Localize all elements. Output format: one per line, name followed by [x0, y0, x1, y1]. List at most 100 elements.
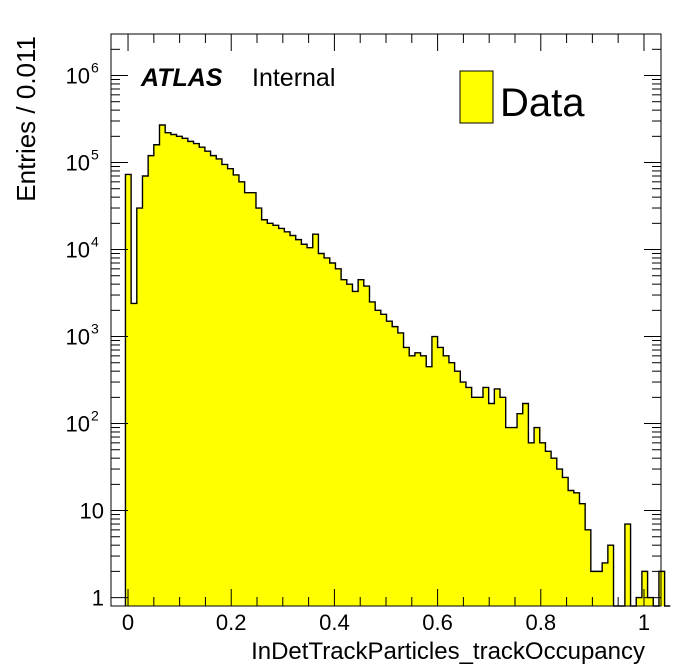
- histogram-bar: [221, 164, 229, 606]
- y-tick-label: 10: [66, 412, 90, 437]
- histogram-bar: [448, 362, 456, 606]
- atlas-label: ATLAS: [140, 64, 223, 92]
- x-tick-label: 0.4: [319, 610, 350, 635]
- y-tick-label: 10: [66, 151, 90, 176]
- x-tick-labels: 0 0.2 0.4 0.6 0.8 1: [122, 610, 650, 635]
- histogram-bar: [352, 291, 359, 606]
- y-tick-label: 10: [66, 238, 90, 263]
- histogram-bar: [528, 442, 535, 606]
- histogram-bar: [403, 347, 410, 606]
- histogram-bar: [204, 151, 211, 606]
- y-tick-label-exponent: 6: [91, 60, 99, 76]
- histogram-bar: [273, 225, 280, 606]
- histogram-outline: [124, 124, 671, 607]
- histogram-bar: [460, 382, 467, 606]
- histogram-bar: [131, 303, 138, 606]
- histogram-bar: [153, 144, 160, 606]
- x-axis-label: InDetTrackParticles_trackOccupancy: [251, 638, 645, 665]
- histogram-bar: [658, 571, 666, 606]
- histogram-bar: [494, 388, 501, 606]
- histogram-bar: [545, 451, 552, 606]
- histogram-bar: [363, 286, 370, 606]
- histogram-bar: [187, 141, 194, 606]
- histogram-bar: [380, 314, 387, 606]
- x-tick-label: 1: [638, 610, 650, 635]
- x-tick-label: 0.6: [422, 610, 453, 635]
- histogram-bar: [585, 529, 592, 606]
- histogram-bar: [607, 545, 614, 606]
- histogram-bar: [522, 403, 529, 606]
- histogram-bar: [278, 228, 285, 606]
- histogram-bar: [443, 355, 450, 606]
- histogram-bar: [397, 332, 404, 606]
- histogram-bar: [261, 219, 268, 607]
- histogram-bar: [641, 571, 648, 606]
- histogram-bar: [182, 138, 189, 606]
- histogram-bar: [307, 247, 314, 606]
- histogram-bar: [505, 427, 512, 606]
- histogram-bar: [539, 442, 546, 606]
- x-tick-label: 0.2: [216, 610, 247, 635]
- histogram-bar: [551, 458, 558, 606]
- histogram-bar: [176, 136, 183, 606]
- histogram-bar: [409, 355, 416, 606]
- histogram-bar: [358, 279, 365, 606]
- histogram-bar: [437, 347, 444, 606]
- histogram-bar: [216, 158, 223, 607]
- histogram-bar: [465, 387, 473, 606]
- y-tick-label: 1: [92, 586, 104, 611]
- histogram-bar: [290, 235, 297, 607]
- histogram-bar: [636, 597, 643, 606]
- y-tick-label: 10: [66, 64, 90, 89]
- histogram-bar: [165, 132, 172, 607]
- histogram-bar: [238, 181, 246, 606]
- histogram-bar: [244, 192, 251, 606]
- histogram-bar: [170, 134, 177, 607]
- histogram-bar: [233, 174, 240, 606]
- histogram-bar: [136, 208, 143, 606]
- histogram-bar: [346, 284, 353, 606]
- x-tick-label: 0.8: [525, 610, 556, 635]
- histogram-bar: [386, 321, 393, 606]
- histogram-bar: [255, 208, 263, 606]
- histogram-bar: [573, 492, 580, 606]
- histogram-bar: [329, 263, 336, 606]
- axis-ticks: [111, 33, 661, 606]
- histogram-bar: [477, 397, 484, 606]
- legend-entry-data: Data: [500, 81, 585, 125]
- histogram-bar: [159, 124, 166, 607]
- histogram-bar: [335, 268, 342, 606]
- histogram-bar: [227, 168, 234, 606]
- histogram-bar: [318, 253, 325, 606]
- histogram-bar: [454, 371, 461, 606]
- histogram-bar: [284, 231, 291, 606]
- histogram-bar: [250, 192, 257, 606]
- histogram-bar: [562, 477, 569, 606]
- histogram-bar: [312, 234, 319, 606]
- histogram-bar: [568, 490, 575, 606]
- histogram-bar: [375, 310, 382, 606]
- histogram-bar: [148, 155, 155, 606]
- histogram-bar: [199, 147, 206, 606]
- y-tick-label-exponent: 4: [91, 234, 99, 250]
- x-tick-label: 0: [122, 610, 134, 635]
- y-tick-label-exponent: 2: [91, 408, 99, 424]
- histogram-bar: [414, 352, 421, 606]
- histogram-bar: [511, 427, 518, 606]
- histogram-bar: [341, 279, 348, 606]
- histogram-bar: [500, 397, 507, 606]
- atlas-status-label: Internal: [252, 64, 335, 92]
- histogram-bar: [210, 155, 217, 606]
- histogram-bar: [267, 223, 274, 606]
- histogram-bar: [125, 174, 132, 607]
- histogram-bar: [579, 503, 586, 606]
- histogram-bar: [324, 257, 331, 606]
- histogram-bar: [596, 571, 603, 606]
- histogram-bar: [534, 427, 541, 606]
- histogram-bar: [602, 562, 609, 606]
- y-tick-label-exponent: 3: [91, 321, 99, 337]
- histogram-bar: [590, 571, 597, 606]
- histogram-bar: [517, 413, 524, 606]
